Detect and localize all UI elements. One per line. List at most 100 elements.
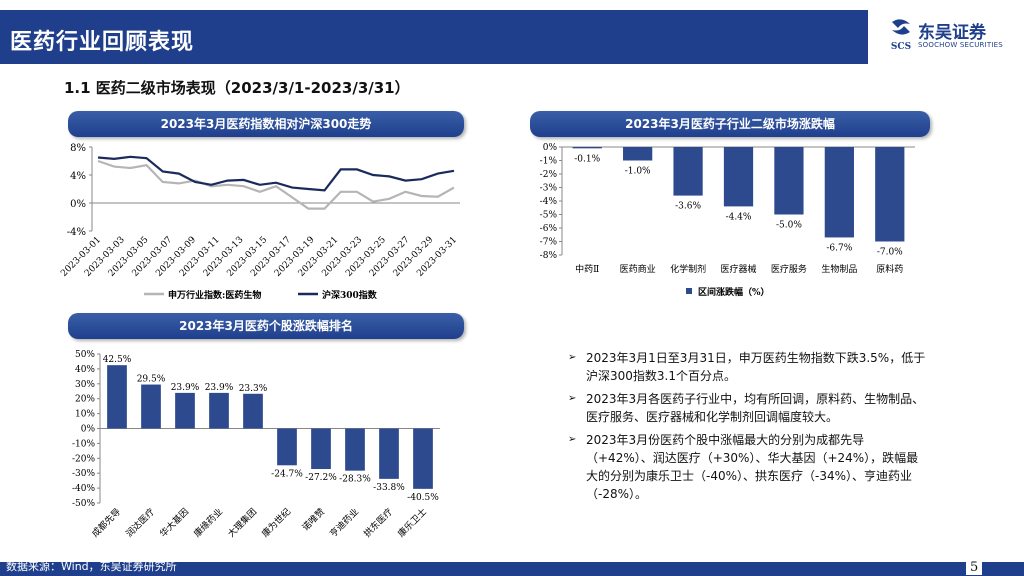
y-tick-label: -8% [540, 251, 558, 261]
category-label: 大理集团 [225, 506, 259, 540]
category-label: 康为世纪 [259, 506, 293, 540]
logo-en-text: SOOCHOW SECURITIES [918, 41, 1003, 49]
header-bar [0, 10, 868, 64]
commentary-item: 2023年3月份医药个股中涨幅最大的分别为成都先导（+42%）、润达医疗（+30… [568, 431, 928, 503]
category-label: 成都先导 [89, 506, 123, 540]
section-subtitle: 1.1 医药二级市场表现（2023/3/1-2023/3/31） [64, 79, 410, 97]
stock-ranking-bar-chart: 50% 40% 30% 20% 10% 0% -10% -20% -30% -40% -50% 42.… [72, 350, 440, 540]
y-tick-label: 30% [75, 380, 95, 390]
bar [774, 147, 804, 215]
commentary-list: 2023年3月1日至3月31日，申万医药生物指数下跌3.5%，低于沪深300指数… [568, 349, 928, 508]
category-label: 诺唯赞 [300, 506, 328, 534]
y-tick-label: -20% [72, 454, 95, 464]
data-label: -33.8% [373, 483, 405, 493]
category-label: 医疗服务 [771, 263, 807, 275]
bar [175, 392, 195, 429]
data-label: -0.1% [574, 154, 600, 164]
y-tick-label: 40% [75, 365, 95, 375]
y-tick-label: -5% [540, 211, 558, 221]
category-label: 康乐卫士 [395, 506, 429, 540]
bar [107, 365, 127, 429]
category-label: 生物制品 [821, 263, 857, 275]
y-tick-label: -3% [540, 184, 558, 194]
y-tick-label: -30% [72, 469, 95, 479]
data-label: -27.2% [305, 473, 337, 483]
y-tick-label: -40% [72, 484, 95, 494]
series-line-pharma [97, 159, 455, 210]
data-label: 42.5% [103, 355, 132, 365]
commentary-item: 2023年3月1日至3月31日，申万医药生物指数下跌3.5%，低于沪深300指数… [568, 349, 928, 385]
logo-mark-icon: SCS [891, 19, 911, 52]
data-label: -7.0% [877, 248, 903, 258]
data-label: 23.9% [171, 383, 200, 393]
bar [875, 147, 905, 242]
data-label: 23.3% [239, 384, 268, 394]
category-label: 润达医疗 [123, 506, 157, 540]
category-label: 化学制剂 [670, 263, 706, 275]
y-tick-label: -4% [540, 197, 558, 207]
legend-label: 区间涨跌幅（%） [698, 286, 770, 298]
data-label: -3.6% [675, 202, 701, 212]
commentary-item: 2023年3月各医药子行业中，均有所回调，原料药、生物制品、医疗服务、医疗器械和… [568, 390, 928, 426]
bar [345, 428, 365, 471]
bar [572, 147, 602, 149]
y-tick-label: 20% [75, 395, 95, 405]
y-tick-label: 0% [70, 199, 86, 210]
data-label: 23.9% [205, 383, 234, 393]
index-trend-line-chart: 8%4%0%-4%2023-03-012023-03-032023-03-052… [59, 143, 460, 301]
bar [824, 147, 854, 238]
y-tick-label: -7% [540, 238, 558, 248]
subindustry-chart-title: 2023年3月医药子行业二级市场涨跌幅 [530, 111, 930, 137]
bar [723, 147, 754, 207]
data-label: -6.7% [826, 243, 852, 253]
legend-label-csi300: 沪深300指数 [322, 289, 378, 301]
y-tick-label: 50% [75, 350, 95, 360]
brand-logo: SCS 东吴证券 SOOCHOW SECURITIES [886, 18, 1016, 54]
subindustry-bar-chart: 0% -1% -2% -3% -4% -5% -6% -7% -8% -0.1% 中药Ⅱ -1.0% 医… [540, 143, 915, 298]
footer-bar [0, 562, 1024, 576]
data-source: 数据来源：Wind，东吴证券研究所 [6, 560, 177, 573]
bar [673, 147, 703, 196]
bar [413, 428, 433, 489]
data-label: -1.0% [625, 167, 651, 177]
line-chart-title: 2023年3月医药指数相对沪深300走势 [68, 111, 464, 137]
y-tick-label: -4% [67, 227, 86, 238]
series-line-csi300 [97, 155, 455, 192]
y-tick-label: -50% [72, 499, 95, 509]
category-label: 中药Ⅱ [575, 263, 599, 275]
category-label: 原料药 [876, 263, 903, 275]
y-tick-label: 4% [70, 171, 86, 182]
y-tick-label: -2% [540, 170, 558, 180]
page-number: 5 [966, 560, 983, 575]
category-label: 康缘药业 [191, 506, 225, 540]
category-label: 医药商业 [620, 263, 656, 275]
data-label: -24.7% [271, 469, 303, 479]
y-tick-label: 0% [81, 425, 96, 435]
bar [141, 384, 161, 429]
category-label: 拱东医疗 [361, 506, 395, 540]
y-tick-label: 8% [70, 143, 86, 154]
y-tick-label: 0% [543, 143, 558, 153]
logo-mark-text: SCS [891, 42, 911, 52]
category-label: 华大基因 [157, 506, 191, 540]
page-title: 医药行业回顾表现 [10, 30, 195, 55]
legend-swatch [686, 288, 692, 294]
data-label: -40.5% [407, 493, 439, 503]
bar [243, 393, 263, 429]
bar [379, 428, 399, 479]
logo-cn-text: 东吴证券 [918, 23, 986, 43]
y-tick-label: -6% [540, 224, 558, 234]
y-tick-label: -1% [540, 157, 558, 167]
bar [209, 392, 229, 429]
category-label: 医疗器械 [720, 263, 756, 275]
y-tick-label: -10% [72, 439, 95, 449]
data-label: -28.3% [339, 475, 371, 485]
y-tick-label: 10% [75, 410, 95, 420]
data-label: -5.0% [776, 221, 802, 231]
data-label: -4.4% [726, 212, 752, 222]
category-label: 亨迪药业 [327, 506, 361, 540]
legend-label-pharma: 申万行业指数:医药生物 [168, 289, 261, 301]
data-label: 29.5% [137, 375, 166, 385]
bar [277, 428, 297, 466]
bar [311, 428, 331, 470]
